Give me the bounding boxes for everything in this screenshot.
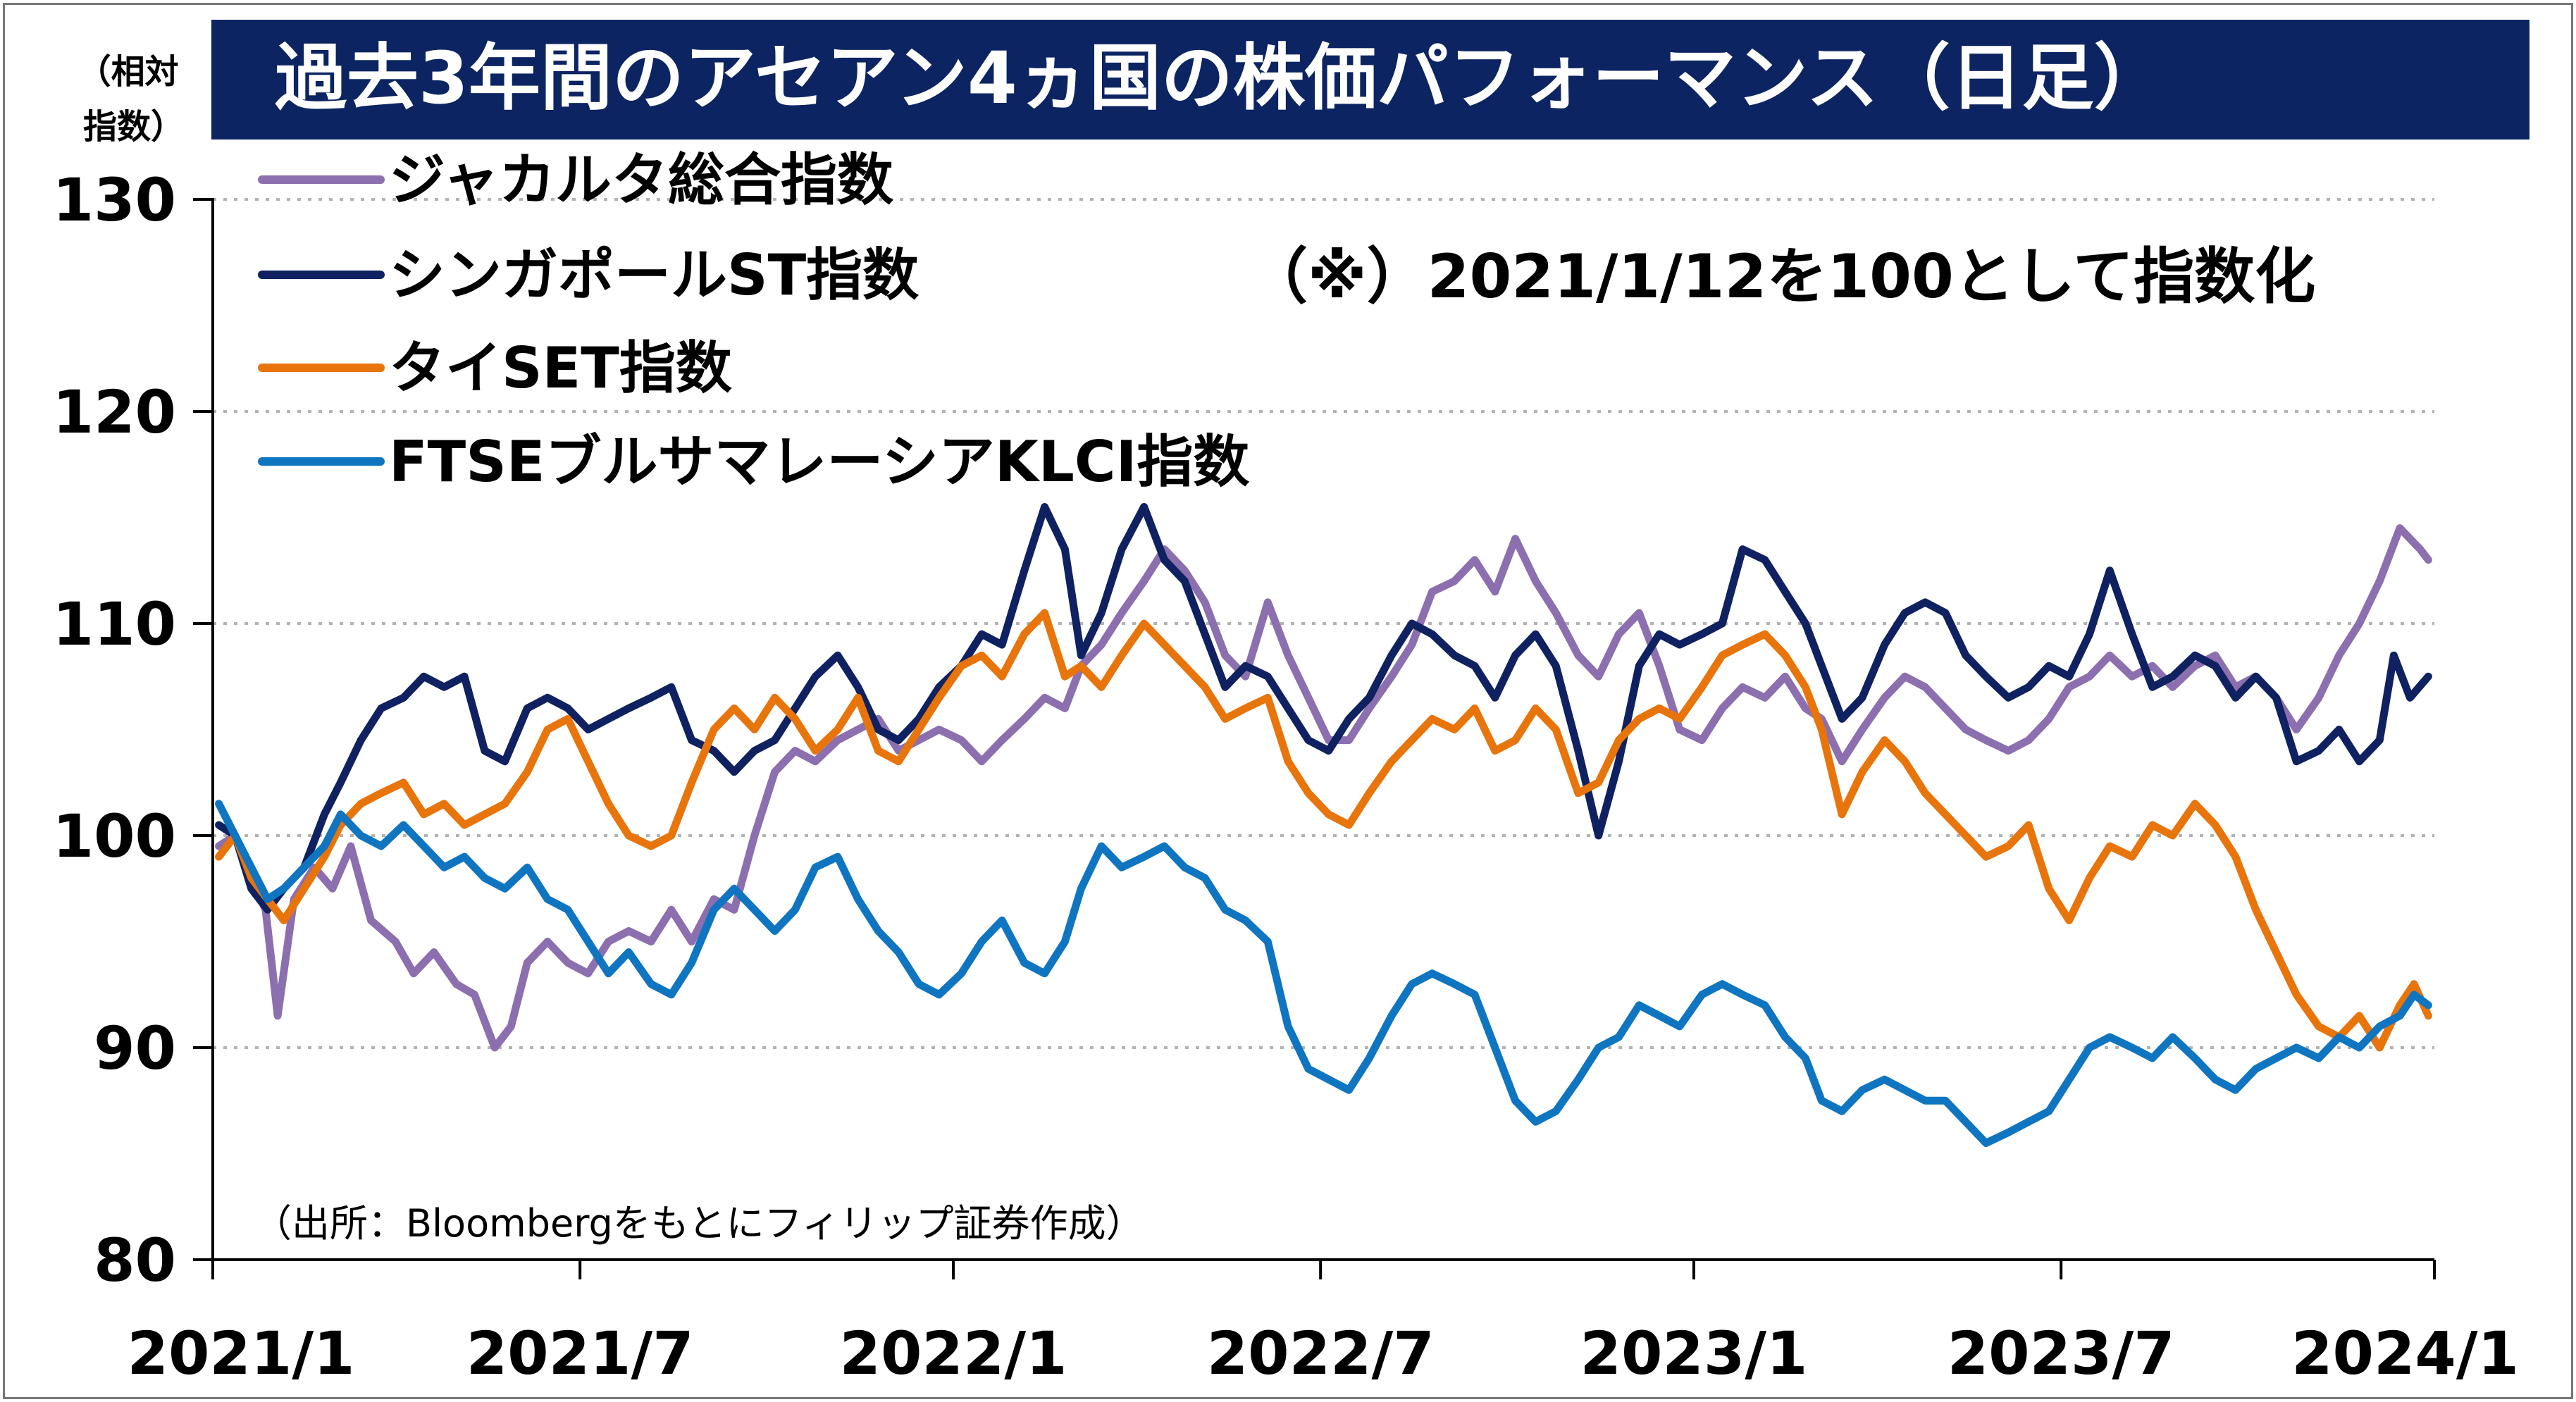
x-tick-label-2024/1: 2024/1 (2291, 1319, 2519, 1388)
legend-label-0: ジャカルタ総合指数 (389, 147, 893, 213)
x-tick-label-2021/7: 2021/7 (466, 1319, 694, 1388)
grid-lines (213, 198, 2434, 1049)
title-banner (211, 20, 2529, 139)
chart-frame (3, 3, 2573, 1399)
chart-note: （※）2021/1/12を100として指数化 (1247, 242, 2315, 312)
legend-label-2: タイSET指数 (389, 335, 732, 401)
axes (193, 198, 2436, 1279)
y-tick-label-80: 80 (94, 1226, 176, 1295)
x-tick-label-2023/7: 2023/7 (1948, 1319, 2175, 1388)
series-line-2 (215, 609, 2432, 1052)
y-tick-label-100: 100 (53, 802, 176, 871)
y-tick-label-130: 130 (53, 166, 176, 235)
y-tick-label-90: 90 (94, 1014, 176, 1083)
y-tick-label-120: 120 (53, 378, 176, 447)
series-line-1 (215, 503, 2432, 914)
series-line-3 (215, 800, 2432, 1147)
y-tick-label-110: 110 (53, 590, 176, 659)
x-tick-label-2021/1: 2021/1 (128, 1319, 355, 1388)
series-line-0 (215, 524, 2432, 1052)
y-axis-label: （相対 指数） (78, 52, 191, 147)
chart-title: 過去3年間のアセアン4ヵ国の株価パフォーマンス（日足） (275, 37, 2166, 120)
x-tick-label-2022/1: 2022/1 (840, 1319, 1067, 1388)
x-tick-label-2023/1: 2023/1 (1580, 1319, 1808, 1388)
legend-label-1: シンガポールST指数 (389, 242, 919, 308)
series-lines (215, 503, 2432, 1147)
x-tick-labels: 2021/1 2021/7 2022/1 2022/7 2023/1 2023/7 2024… (128, 1319, 2519, 1388)
source-note: （出所：Bloombergをもとにフィリップ証券作成） (254, 1201, 1144, 1246)
y-tick-labels: 80 90 100 110 120 130 (53, 166, 176, 1295)
x-tick-label-2022/7: 2022/7 (1207, 1319, 1435, 1388)
legend-label-3: FTSEブルサマレーシアKLCI指数 (389, 429, 1249, 495)
